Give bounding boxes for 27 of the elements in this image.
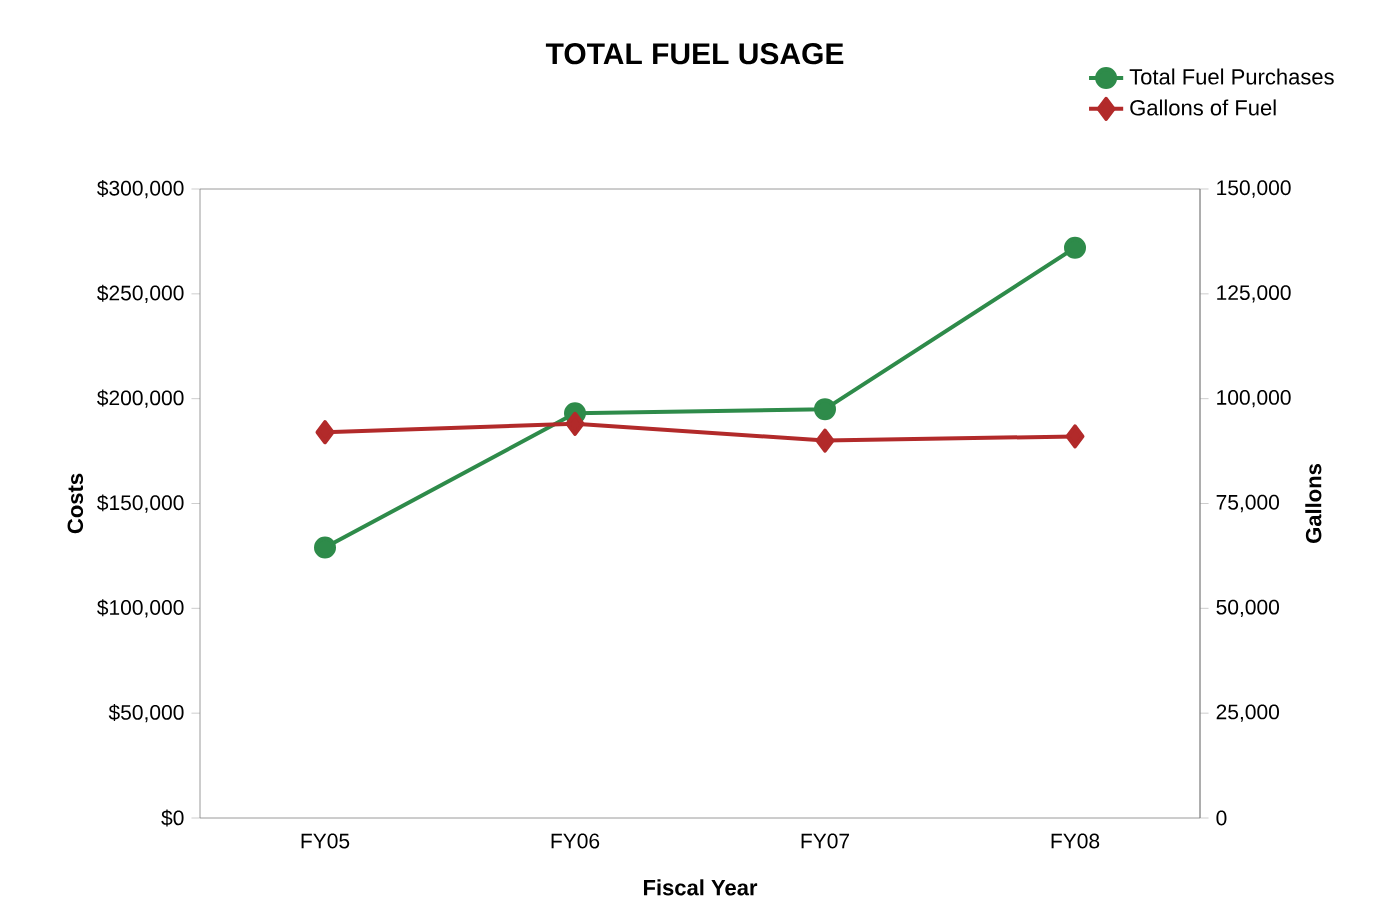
y-tick-label: $0 [161, 809, 184, 827]
y2-tick-label: 25,000 [1216, 704, 1280, 722]
y2-tick-label: 150,000 [1217, 180, 1291, 198]
y-tick-label: $200,000 [97, 389, 184, 408]
y-tick-label: $50,000 [108, 704, 184, 723]
x-axis-title: Fiscal Year [644, 879, 758, 896]
y2-tick-label: 0 [1216, 810, 1227, 826]
chart-title: TOTAL FUEL USAGE [545, 43, 844, 65]
y2-tick-label: 125,000 [1217, 285, 1291, 303]
x-tick-label: FY06 [551, 833, 600, 849]
point [314, 536, 337, 559]
y-tick-label: $300,000 [97, 179, 184, 199]
y2-tick-label: 75,000 [1216, 494, 1280, 513]
y-tick-label: $100,000 [97, 599, 184, 618]
y-axis-title: Costs [67, 473, 84, 534]
y2-tick-label: 50,000 [1216, 599, 1280, 618]
x-tick-label: FY05 [301, 833, 350, 849]
x-tick-label: FY08 [1051, 833, 1100, 849]
y2-tick-label: 100,000 [1217, 390, 1291, 408]
x-tick-label: FY07 [801, 833, 850, 849]
point [814, 398, 837, 421]
legend-label: Gallons of Fuel [1130, 99, 1276, 116]
y2-axis-title: Gallons [1305, 464, 1322, 543]
point [1064, 236, 1087, 259]
y-tick-label: $150,000 [97, 494, 184, 513]
y-tick-label: $250,000 [97, 284, 184, 303]
legend-label: Total Fuel Purchases [1129, 68, 1334, 85]
